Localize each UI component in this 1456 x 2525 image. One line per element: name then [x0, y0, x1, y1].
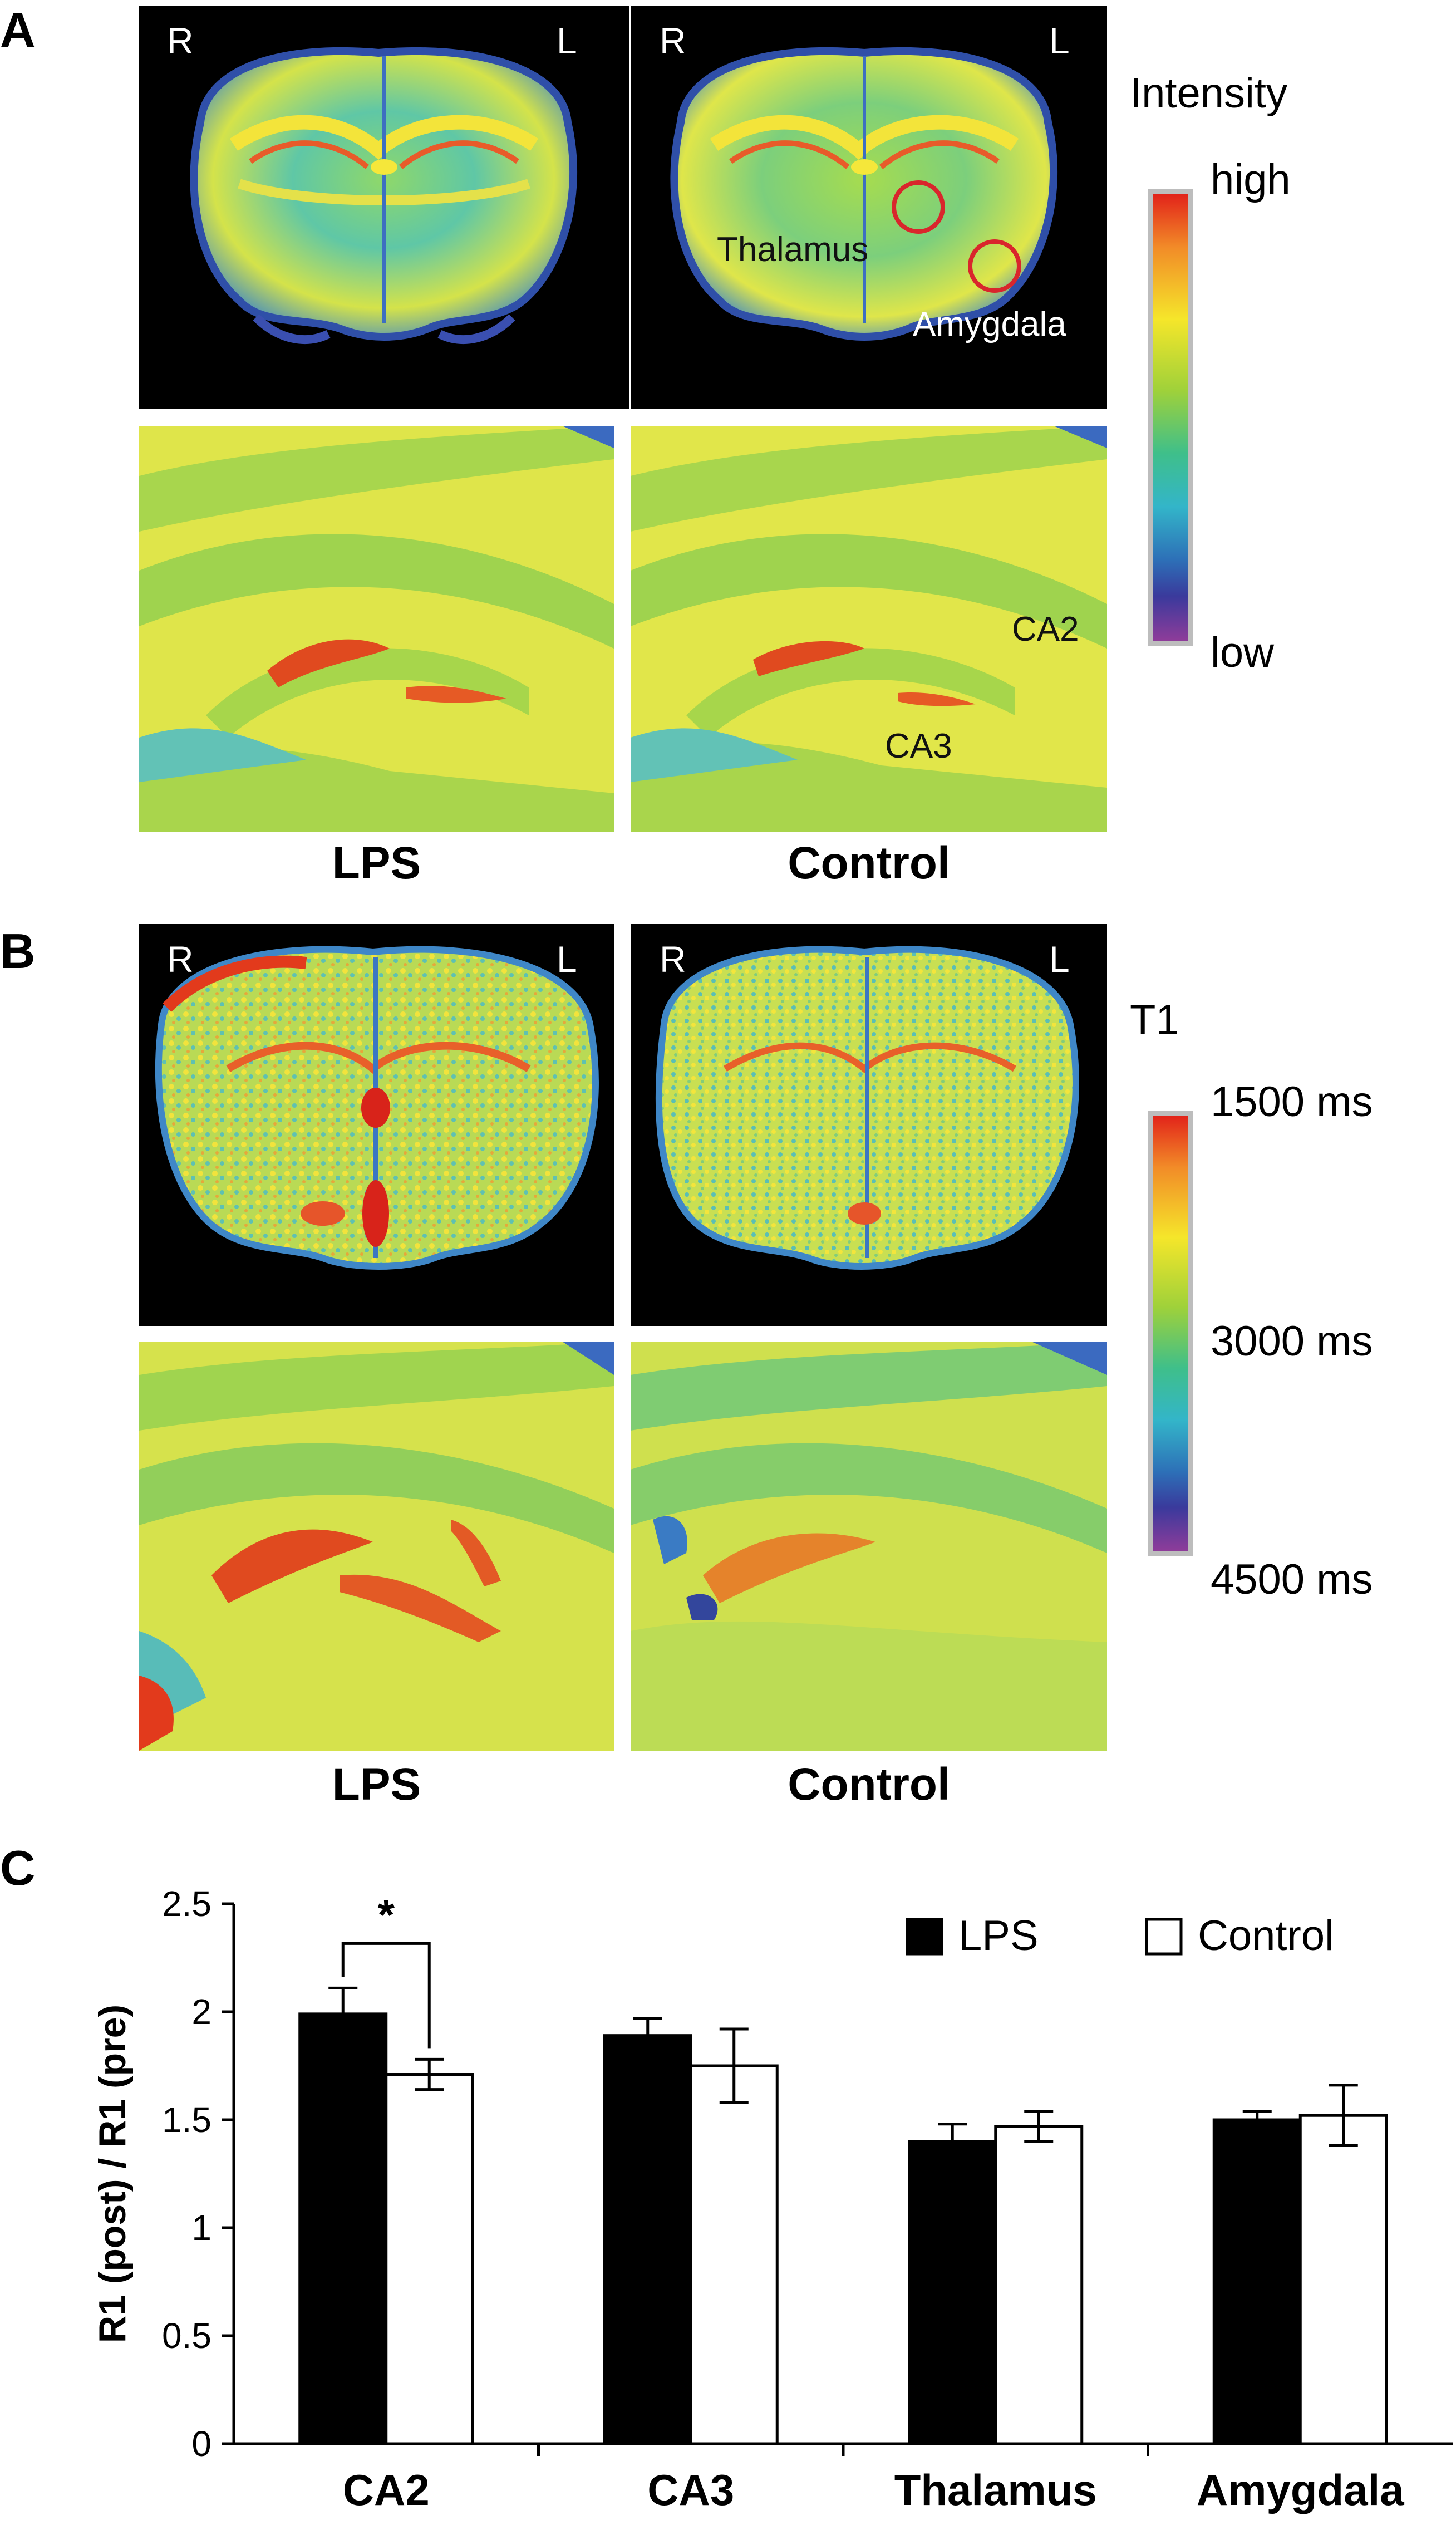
t1-colorbar — [1148, 1111, 1193, 1556]
panel-a-control-right-marker: R — [660, 20, 686, 61]
panel-b-lps-brain-image — [139, 924, 614, 1326]
bar-control-ca2 — [385, 2073, 474, 2445]
x-category-label-3: Amygdala — [1197, 2465, 1404, 2514]
bar-control-thalamus — [994, 2125, 1084, 2445]
y-tick-label-2: 1 — [191, 2208, 211, 2248]
panel-a-lps-left-marker: L — [557, 20, 577, 61]
x-category-label-0: CA2 — [343, 2465, 430, 2514]
y-tick-label-4: 2 — [191, 1992, 211, 2032]
panel-c-letter: C — [0, 1840, 36, 1895]
panel-a-control-hippocampus-image — [631, 426, 1107, 832]
legend-label-lps: LPS — [958, 1912, 1039, 1959]
bar-control-ca3 — [689, 2064, 779, 2445]
ca3-label: CA3 — [885, 727, 952, 765]
bar-lps-ca2 — [298, 2012, 388, 2445]
legend-label-control: Control — [1198, 1912, 1334, 1959]
amygdala-label: Amygdala — [913, 305, 1066, 343]
panel-a-letter: A — [0, 2, 36, 57]
panel-b-control-left-marker: L — [1049, 939, 1070, 980]
intensity-colorbar — [1148, 189, 1193, 646]
t1-scale-1500: 1500 ms — [1211, 1078, 1373, 1126]
panel-b-lps-right-marker: R — [167, 939, 194, 980]
ca2-label: CA2 — [1012, 610, 1079, 649]
bar-lps-amygdala — [1212, 2118, 1302, 2445]
panel-a-lps-hippocampus-image — [139, 426, 614, 832]
thalamus-label: Thalamus — [717, 230, 869, 269]
panel-a-control-brain-image — [631, 6, 1107, 409]
x-category-label-1: CA3 — [647, 2465, 734, 2514]
intensity-scale-low: low — [1211, 629, 1275, 676]
bar-control-amygdala — [1298, 2114, 1388, 2445]
x-category-label-2: Thalamus — [894, 2465, 1097, 2514]
t1-scale-4500: 4500 ms — [1211, 1556, 1373, 1603]
bar-lps-thalamus — [908, 2140, 997, 2445]
legend-swatch-control — [1145, 1918, 1183, 1956]
panel-a-lps-brain-image — [139, 6, 629, 409]
panel-a-lps-condition-label: LPS — [332, 838, 421, 888]
significance-star: * — [378, 1890, 395, 1939]
panel-a-lps-right-marker: R — [167, 20, 194, 61]
intensity-scale-high: high — [1211, 156, 1291, 203]
t1-scale-3000: 3000 ms — [1211, 1318, 1373, 1365]
y-tick-label-3: 1.5 — [162, 2100, 211, 2140]
panel-b-control-hippocampus-image — [631, 1342, 1107, 1751]
panel-b-lps-hippocampus-image — [139, 1342, 614, 1751]
panel-b-lps-condition-label: LPS — [332, 1759, 421, 1810]
y-tick-label-0: 0 — [191, 2424, 211, 2464]
t1-scale-title: T1 — [1130, 996, 1179, 1044]
panel-b-control-condition-label: Control — [788, 1759, 950, 1810]
legend-swatch-lps — [906, 1918, 943, 1956]
significance-bracket — [341, 1942, 431, 2049]
y-axis-label: R1 (post) / R1 (pre) — [91, 2005, 134, 2343]
panel-b-control-brain-image — [631, 924, 1107, 1326]
panel-b-letter: B — [0, 923, 36, 979]
y-tick-label-5: 2.5 — [162, 1884, 211, 1924]
panel-a-control-condition-label: Control — [788, 838, 950, 888]
bar-lps-ca3 — [603, 2034, 692, 2445]
panel-b-control-right-marker: R — [660, 939, 686, 980]
panel-a-control-left-marker: L — [1049, 20, 1070, 61]
y-tick-label-1: 0.5 — [162, 2316, 211, 2356]
panel-b-lps-left-marker: L — [557, 939, 577, 980]
intensity-scale-title: Intensity — [1130, 70, 1288, 117]
